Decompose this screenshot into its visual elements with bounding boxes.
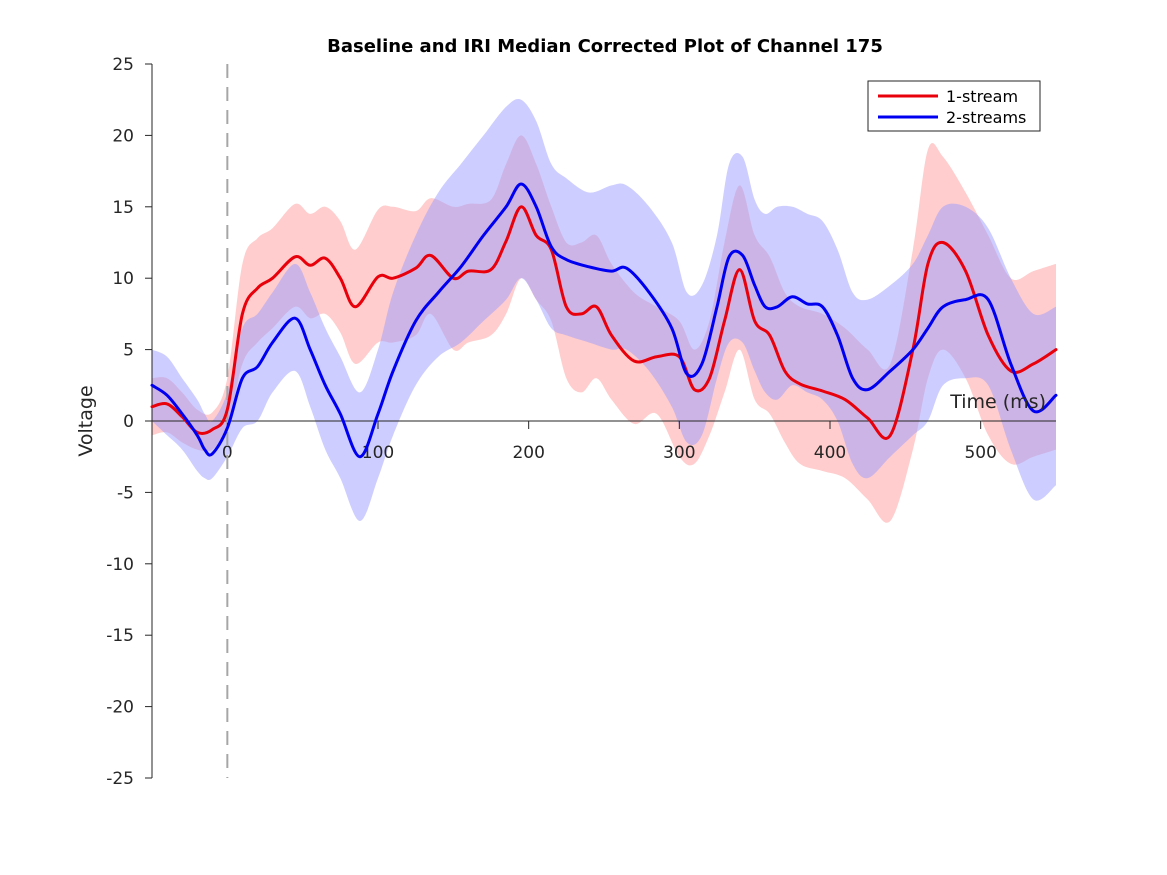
y-tick-label: 10 xyxy=(112,269,134,289)
y-tick-label: -10 xyxy=(106,555,134,575)
y-tick-label: 25 xyxy=(112,55,134,75)
legend-label-1-stream: 1-stream xyxy=(946,87,1018,106)
y-tick-label: -20 xyxy=(106,698,134,718)
y-tick-label: -15 xyxy=(106,626,134,646)
x-tick-label: 100 xyxy=(362,443,394,463)
y-tick-label: -5 xyxy=(117,483,134,503)
chart-title: Baseline and IRI Median Corrected Plot o… xyxy=(327,36,883,57)
legend-label-2-streams: 2-streams xyxy=(946,108,1026,127)
series-line-1-stream xyxy=(150,205,1058,440)
y-tick-label: -25 xyxy=(106,769,134,789)
y-axis-label: Voltage xyxy=(75,385,97,456)
legend-box xyxy=(867,80,1041,132)
x-axis-label: Time (ms) xyxy=(949,391,1046,413)
series-line-2-streams xyxy=(150,182,1058,459)
y-tick-label: 15 xyxy=(112,198,134,218)
y-tick-label: 5 xyxy=(123,341,134,361)
x-tick-label: 400 xyxy=(814,443,846,463)
x-tick-label: 0 xyxy=(222,443,233,463)
x-tick-label: 300 xyxy=(663,443,695,463)
axes: -25 -20 -15 -10 -5 0 5 10 15 20 25 0 100 200 300 400 500 xyxy=(106,55,1056,789)
x-tick-label: 200 xyxy=(512,443,544,463)
legend: 1-stream 2-streams xyxy=(867,80,1041,132)
y-tick-label: 20 xyxy=(112,126,134,146)
x-tick-label: 500 xyxy=(964,443,996,463)
y-tick-label: 0 xyxy=(123,412,134,432)
series-lines xyxy=(150,182,1058,459)
